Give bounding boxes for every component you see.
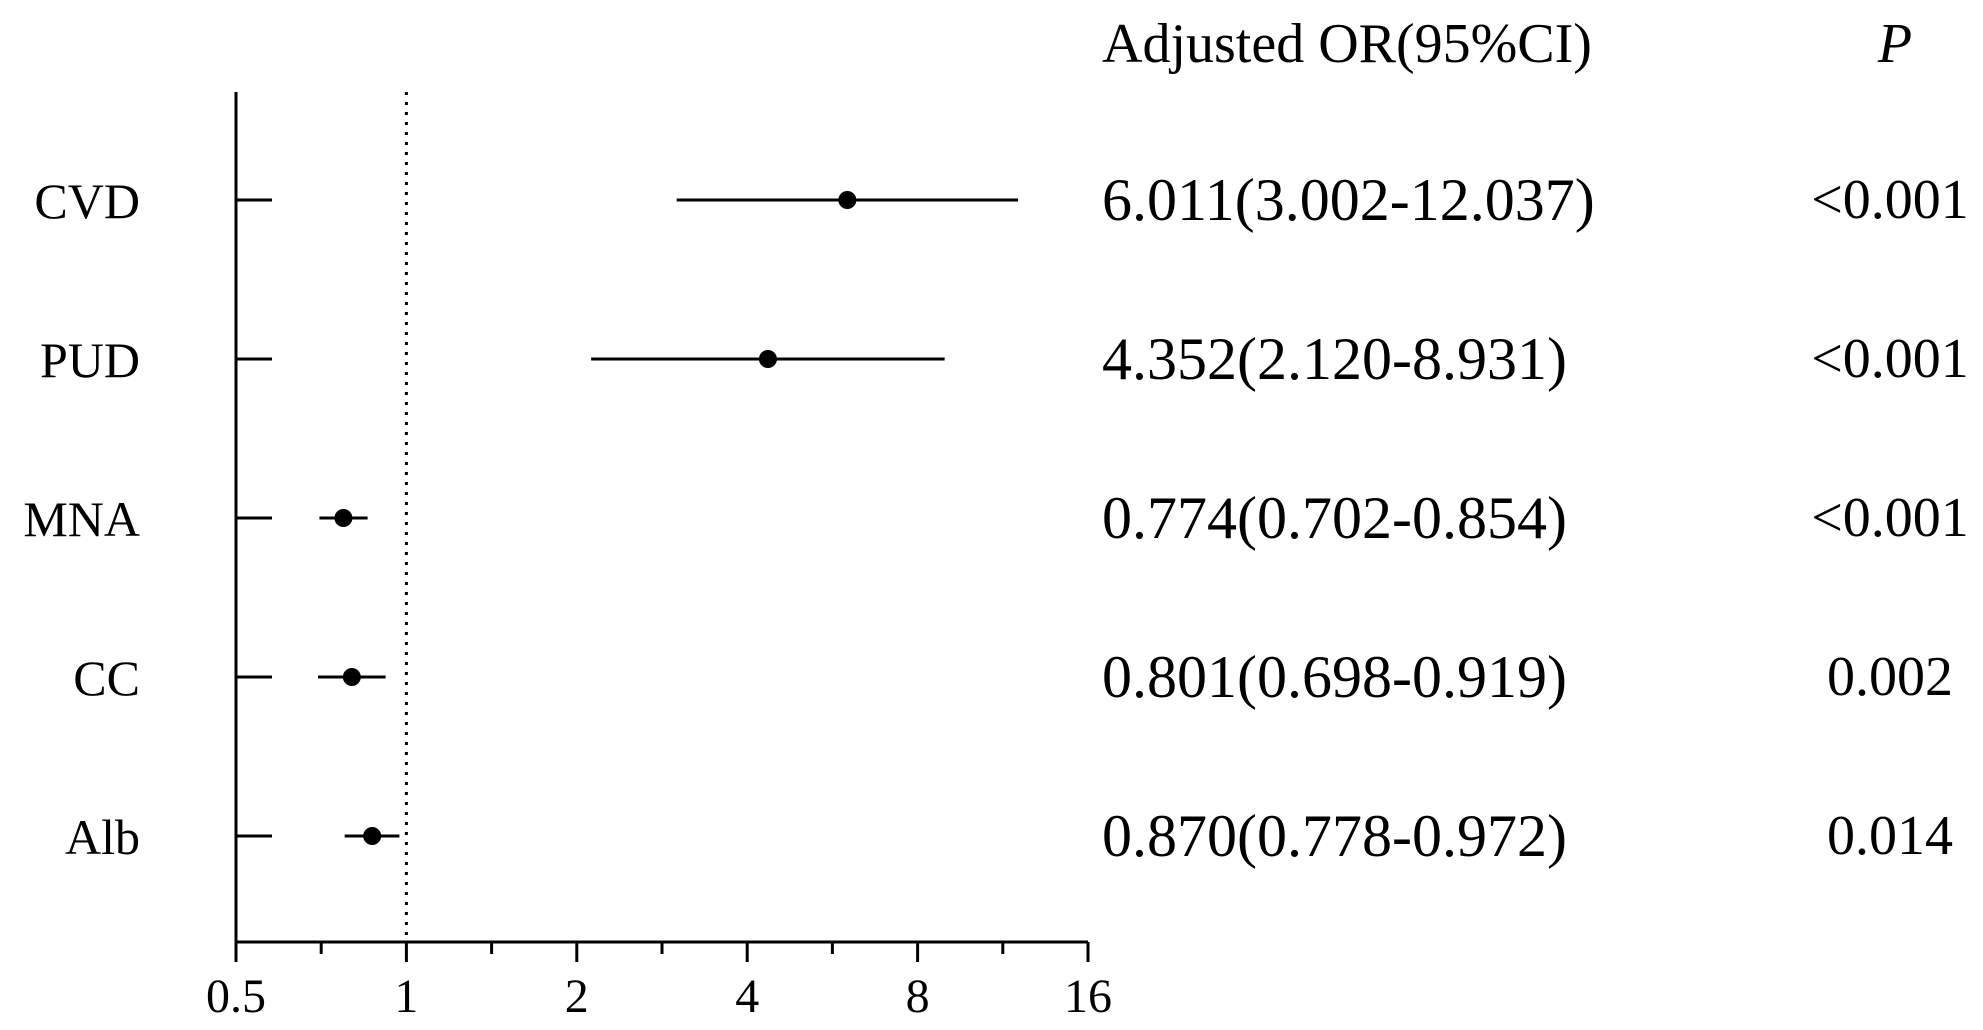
x-tick-label: 8 — [906, 970, 930, 1023]
row-label: PUD — [40, 332, 140, 388]
forest-row-alb: Alb 0.870(0.778-0.972) 0.014 — [65, 803, 1953, 869]
point-estimate — [758, 350, 777, 368]
x-tick-label: 2 — [565, 970, 589, 1023]
forest-rows: CVD 6.011(3.002-12.037) <0.001 PUD 4.352(2.1… — [23, 167, 1968, 869]
estimate-column-header: Adjusted OR(95%CI) — [1102, 13, 1592, 75]
p-value: 0.002 — [1827, 646, 1953, 708]
x-tick-label: 1 — [394, 970, 418, 1023]
p-column-header: P — [1877, 13, 1912, 75]
forest-row-cc: CC 0.801(0.698-0.919) 0.002 — [73, 644, 1953, 710]
point-estimate — [334, 509, 353, 527]
p-value: <0.001 — [1811, 487, 1969, 549]
p-value: 0.014 — [1827, 805, 1953, 867]
estimate-text: 0.774(0.702-0.854) — [1102, 485, 1567, 551]
estimate-text: 0.801(0.698-0.919) — [1102, 644, 1567, 710]
row-label: Alb — [65, 809, 140, 865]
x-tick-label: 16 — [1064, 970, 1112, 1023]
estimate-text: 4.352(2.120-8.931) — [1102, 326, 1567, 392]
row-label: CVD — [34, 173, 140, 229]
p-value: <0.001 — [1811, 328, 1969, 390]
forest-row-mna: MNA 0.774(0.702-0.854) <0.001 — [23, 485, 1968, 551]
estimate-text: 6.011(3.002-12.037) — [1102, 167, 1595, 233]
row-label: CC — [73, 650, 140, 706]
x-tick-label: 4 — [735, 970, 759, 1023]
forest-row-pud: PUD 4.352(2.120-8.931) <0.001 — [40, 326, 1969, 392]
x-axis-ticks: 0.5 1 2 4 8 16 — [206, 942, 1112, 1023]
forest-row-cvd: CVD 6.011(3.002-12.037) <0.001 — [34, 167, 1968, 233]
x-tick-label: 0.5 — [206, 970, 266, 1023]
point-estimate — [342, 668, 361, 686]
row-label: MNA — [23, 491, 140, 547]
p-value: <0.001 — [1811, 169, 1969, 231]
point-estimate — [838, 191, 857, 209]
point-estimate — [363, 827, 382, 845]
estimate-text: 0.870(0.778-0.972) — [1102, 803, 1567, 869]
